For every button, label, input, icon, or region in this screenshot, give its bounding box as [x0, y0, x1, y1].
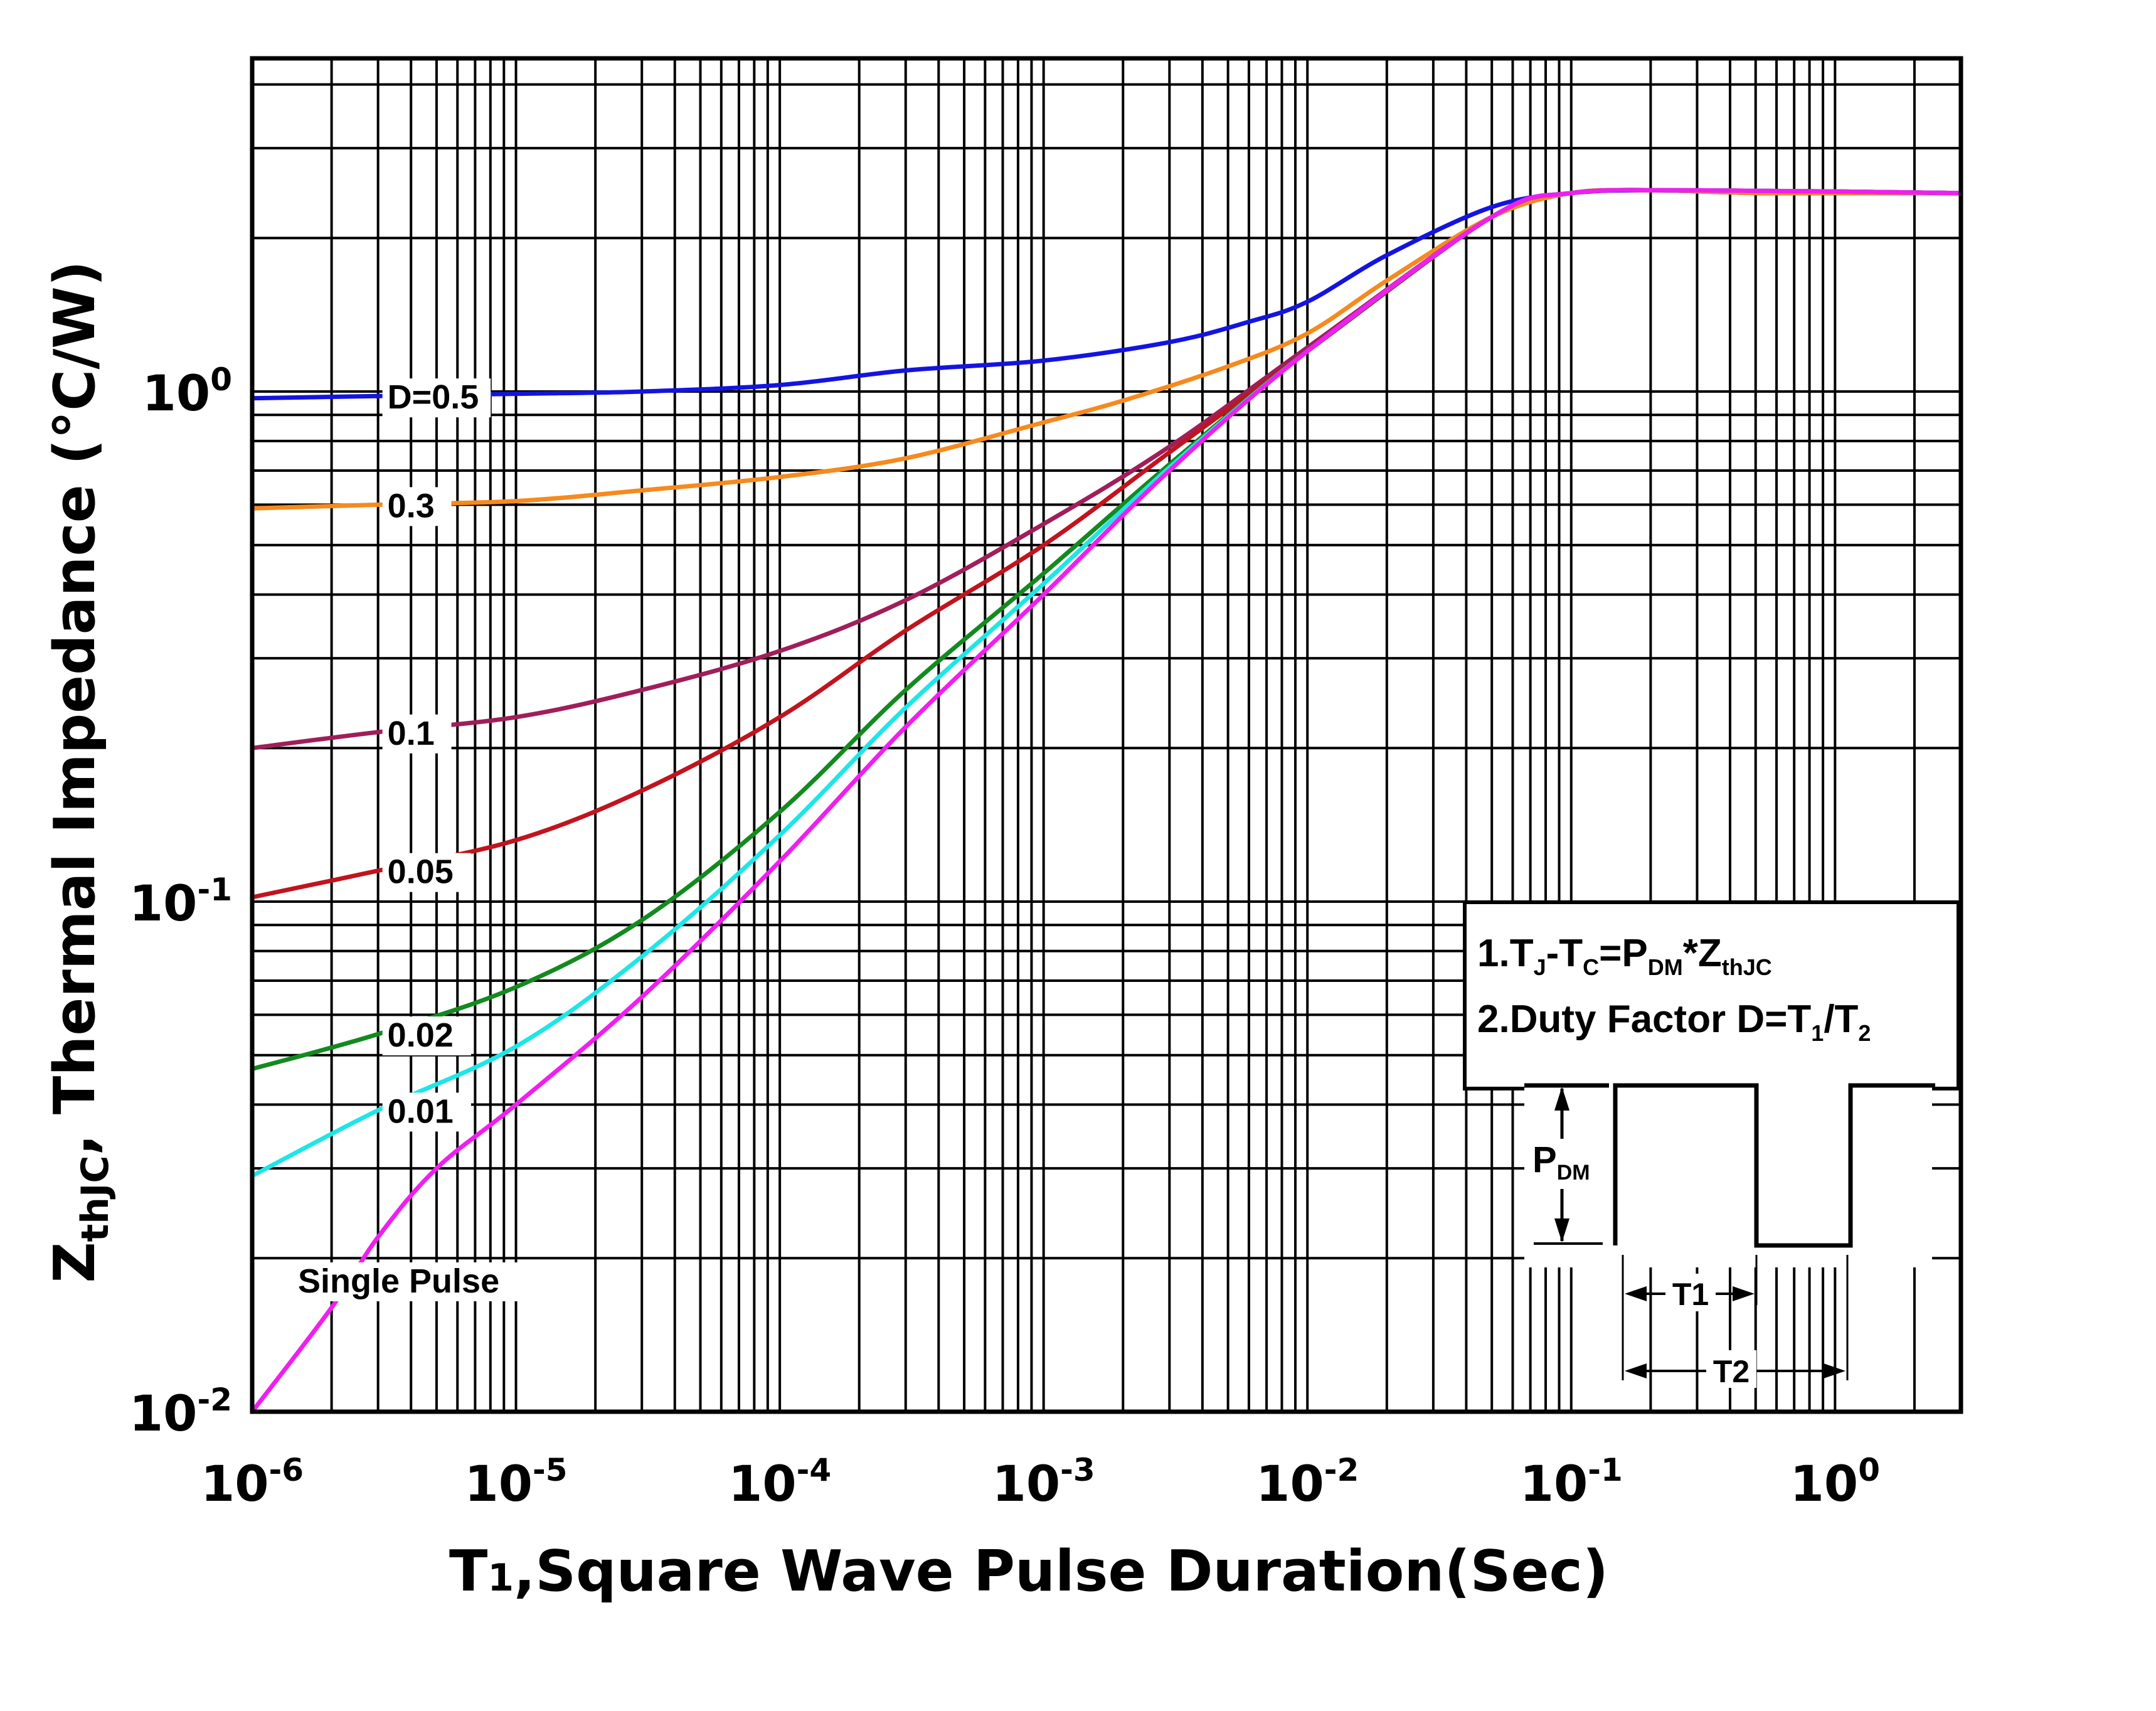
t2-arrow-left-head	[1625, 1363, 1647, 1378]
t2-label: T2	[1713, 1354, 1750, 1389]
curve-label-background	[293, 1262, 539, 1301]
curve-label-background	[382, 714, 452, 754]
y-tick-exp: -2	[197, 1382, 232, 1418]
series-line-0-05	[252, 188, 1962, 900]
x-tick-exp: -1	[1588, 1452, 1623, 1488]
curve-label-background	[382, 378, 491, 418]
x-tick-base: 10	[465, 1456, 533, 1513]
curve-labels: D=0.5 0.3 0.1 0.05 0.02 0.01 Single Pulse	[293, 378, 539, 1301]
y-tick-base: 10	[129, 1386, 198, 1442]
x-tick-base: 10	[728, 1456, 797, 1513]
note-2-a: 2.Duty Factor D=T	[1477, 998, 1811, 1041]
note-1-a: 1.T	[1477, 932, 1534, 975]
note-2: 2.Duty Factor D=T1/T2	[1477, 998, 1871, 1046]
t1-arrow-right-head	[1733, 1286, 1755, 1301]
y-axis-title-rest: , Thermal Impedance (°C/W)	[42, 260, 108, 1155]
y-tick-label: 10-1	[129, 871, 232, 932]
x-tick-label: 10-4	[728, 1452, 831, 1513]
t1-arrow-left-head	[1625, 1286, 1647, 1301]
x-tick-exp: -3	[1060, 1452, 1095, 1488]
note-2-d: 2	[1858, 1020, 1871, 1046]
x-tick-exp: -5	[533, 1452, 568, 1488]
x-axis-title-rest: ,Square Wave Pulse Duration(Sec)	[514, 1538, 1608, 1604]
note-2-b: 1	[1811, 1020, 1824, 1046]
note-1-c: -T	[1546, 932, 1583, 975]
t2-arrow-right-head	[1824, 1363, 1845, 1378]
series-line-single-pulse	[250, 188, 1962, 1414]
x-tick-base: 10	[1520, 1456, 1588, 1513]
t2-label-background	[1706, 1350, 1756, 1388]
grid-lines	[252, 58, 1961, 1412]
x-tick-label: 100	[1790, 1452, 1880, 1513]
t1-label-background	[1665, 1274, 1716, 1311]
x-tick-base: 10	[1256, 1456, 1324, 1513]
x-tick-base: 10	[1790, 1456, 1859, 1513]
curve-label: 0.3	[388, 487, 435, 525]
note-1-f: DM	[1648, 954, 1683, 980]
y-tick-exp: 0	[210, 361, 232, 398]
t1-label: T1	[1672, 1277, 1709, 1312]
pulse-waveform	[1524, 1083, 1935, 1248]
x-tick-labels: 10-6 10-5 10-4 10-3 10-2 10-1 100	[201, 1452, 1880, 1513]
y-tick-label: 100	[142, 361, 232, 422]
curve-label: 0.1	[388, 715, 435, 752]
curve-label-background	[382, 1016, 471, 1056]
pulse-label-main: P	[1532, 1139, 1557, 1180]
y-axis-title-main: Z	[42, 1242, 108, 1282]
curve-label: D=0.5	[388, 378, 479, 416]
x-tick-exp: 0	[1858, 1452, 1880, 1488]
x-tick-label: 10-2	[1256, 1452, 1359, 1513]
series-line-d-0-5	[252, 188, 1961, 401]
notes-box-frame	[1463, 900, 1960, 1090]
x-tick-exp: -6	[269, 1452, 304, 1488]
notes-box: 1.TJ-TC=PDM*ZthJC 2.Duty Factor D=T1/T2	[1463, 900, 1960, 1090]
series-line-0-1	[252, 188, 1962, 750]
note-1: 1.TJ-TC=PDM*ZthJC	[1477, 932, 1772, 980]
note-1-d: C	[1583, 954, 1599, 980]
x-axis-title-main: T	[449, 1538, 487, 1604]
y-tick-exp: -1	[197, 871, 232, 908]
curve-label-background	[382, 487, 452, 526]
note-1-h: thJC	[1722, 954, 1772, 980]
pulse-diagram: PDM T1 T2	[1524, 1079, 1935, 1389]
note-1-e: =P	[1599, 932, 1648, 975]
x-tick-label: 10-1	[1520, 1452, 1623, 1513]
curve-label-background	[382, 1092, 471, 1132]
note-1-b: J	[1534, 954, 1546, 980]
x-axis-title: T1,Square Wave Pulse Duration(Sec)	[449, 1538, 1608, 1604]
plot-frame	[250, 56, 1963, 1414]
curve-label: 0.05	[388, 853, 454, 891]
x-tick-label: 10-6	[201, 1452, 304, 1513]
y-axis-title-sub: thJC	[73, 1156, 117, 1242]
curve-label-background	[382, 853, 471, 892]
pulse-height-arrow-bottom	[1554, 1218, 1569, 1242]
x-tick-label: 10-3	[992, 1452, 1095, 1513]
curves	[250, 188, 1962, 1414]
note-2-c: /T	[1824, 998, 1858, 1041]
note-1-g: *Z	[1683, 932, 1722, 975]
pulse-height-arrow-top	[1554, 1087, 1569, 1111]
x-tick-exp: -2	[1324, 1452, 1359, 1488]
x-tick-label: 10-5	[465, 1452, 568, 1513]
y-tick-base: 10	[129, 876, 198, 932]
y-axis-title: ZthJC, Thermal Impedance (°C/W)	[42, 260, 117, 1282]
y-tick-base: 10	[142, 366, 211, 422]
y-tick-label: 10-2	[129, 1382, 232, 1442]
x-axis-title-sub: 1	[487, 1556, 514, 1600]
pulse-label: PDM	[1532, 1139, 1590, 1185]
pulse-label-sub: DM	[1557, 1161, 1590, 1185]
curve-label: 0.02	[388, 1016, 454, 1054]
pulse-label-background	[1531, 1139, 1596, 1189]
x-tick-base: 10	[201, 1456, 269, 1513]
curve-label: 0.01	[388, 1092, 454, 1130]
curve-label: Single Pulse	[298, 1262, 499, 1300]
x-tick-base: 10	[992, 1456, 1061, 1513]
x-tick-exp: -4	[797, 1452, 832, 1488]
